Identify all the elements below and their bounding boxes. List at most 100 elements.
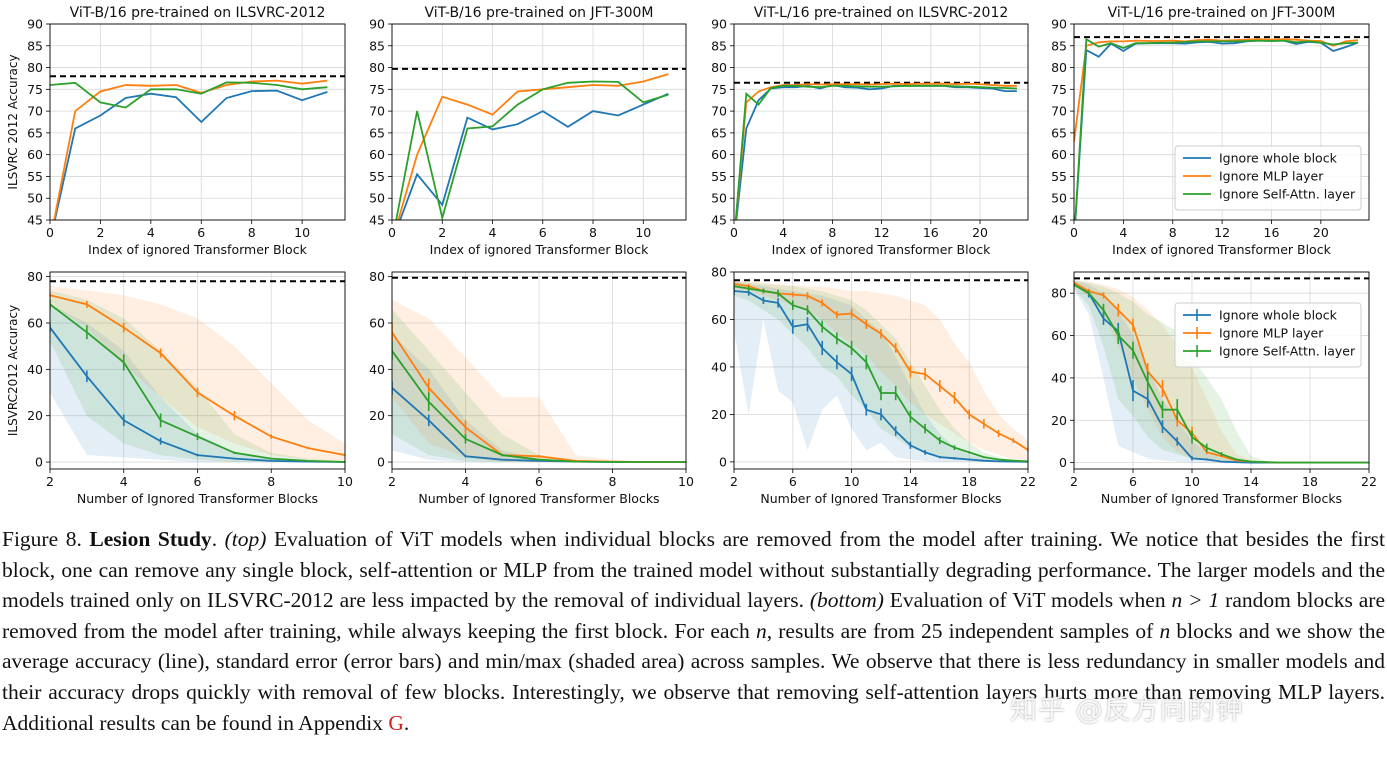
appendix-link[interactable]: G	[388, 710, 404, 735]
figure-caption: Figure 8. Lesion Study. (top) Evaluation…	[2, 524, 1385, 738]
x-tick-label: 4	[1119, 225, 1127, 240]
caption-text: Evaluation of ViT models when individual…	[2, 527, 1386, 613]
x-axis-label: Number of Ignored Transformer Blocks	[760, 491, 1001, 506]
minmax-band	[1074, 280, 1369, 463]
chart-panel-2: 0 2 4 6 8 10 45 50 55 60 65 70 75 80 85 90 ViT-B/16 pre-…	[369, 5, 687, 257]
math-expression: n > 1	[1171, 588, 1220, 613]
x-tick-label: 16	[1264, 225, 1280, 240]
y-tick-label: 20	[369, 408, 385, 423]
x-tick-label: 18	[961, 474, 977, 489]
x-axis-label: Index of ignored Transformer Block	[88, 242, 307, 257]
x-tick-label: 0	[388, 225, 396, 240]
legend-entry: Ignore whole block	[1219, 308, 1338, 323]
series-line	[1074, 39, 1359, 220]
y-tick-label: 70	[711, 104, 727, 119]
y-tick-label: 50	[27, 191, 43, 206]
series-line	[734, 84, 1017, 220]
y-tick-label: 45	[1051, 213, 1067, 228]
x-tick-label: 14	[1243, 474, 1259, 489]
y-tick-label: 75	[369, 82, 385, 97]
x-tick-label: 10	[294, 225, 310, 240]
y-tick-label: 70	[369, 104, 385, 119]
x-tick-label: 10	[1184, 474, 1200, 489]
chart-panel-3: 0 4 8 12 16 20 45 50 55 60 65 70 75 80 85 90 ViT-L/16 pr…	[711, 5, 1029, 257]
plot-frame	[733, 23, 1029, 221]
x-tick-label: 6	[194, 474, 202, 489]
x-tick-label: 8	[248, 225, 256, 240]
y-tick-label: 60	[27, 315, 43, 330]
x-axis-label: Index of ignored Transformer Block	[772, 242, 991, 257]
x-tick-label: 10	[635, 225, 651, 240]
x-axis-label: Number of Ignored Transformer Blocks	[418, 491, 659, 506]
y-tick-label: 80	[711, 265, 727, 280]
series-line	[395, 80, 669, 220]
chart-panel-5: 2 4 6 8 10 0 20 40 60 80 Number of Ignored Transfo…	[6, 269, 353, 506]
caption-text: blocks and we show the average accuracy …	[2, 618, 1386, 735]
y-tick-label: 55	[711, 169, 727, 184]
x-tick-label: 22	[1020, 474, 1036, 489]
caption-text: , results are from 25 independent sample…	[766, 618, 1160, 643]
chart-panel-6: 2 4 6 8 10 0 20 40 60 80 Number of Ignored Transfo…	[369, 269, 694, 506]
chart-panel-7: 2 6 10 14 18 22 0 20 40 60 80 Number of Ignored Tra…	[711, 265, 1036, 507]
y-tick-label: 85	[1051, 38, 1067, 53]
legend: Ignore whole block Ignore MLP layer Ignore…	[1174, 302, 1362, 368]
x-tick-label: 0	[730, 225, 738, 240]
x-tick-label: 2	[438, 225, 446, 240]
y-tick-label: 80	[27, 60, 43, 75]
x-tick-label: 2	[1070, 474, 1078, 489]
y-axis-label: ILSVRC2012 Accuracy	[6, 305, 20, 436]
chart-panel-1: 0 2 4 6 8 10 45 50 55 60 65 70 75 80 85 90 ViT-B/16 pre-…	[6, 5, 346, 257]
x-axis-label: Number of Ignored Transformer Blocks	[1101, 491, 1342, 506]
x-tick-label: 12	[874, 225, 890, 240]
y-tick-label: 40	[711, 359, 727, 374]
x-tick-label: 8	[828, 225, 836, 240]
x-tick-label: 6	[789, 474, 797, 489]
legend-box	[1174, 302, 1362, 368]
plot-area	[734, 81, 1028, 220]
x-tick-label: 8	[1169, 225, 1177, 240]
y-tick-label: 60	[369, 147, 385, 162]
legend-box	[1174, 145, 1362, 211]
x-axis-label: Index of ignored Transformer Block	[1112, 242, 1331, 257]
y-tick-label: 40	[27, 362, 43, 377]
series-line	[50, 81, 328, 109]
x-tick-label: 2	[388, 474, 396, 489]
y-tick-label: 55	[369, 169, 385, 184]
y-tick-label: 80	[1051, 60, 1067, 75]
y-tick-label: 90	[27, 17, 43, 32]
y-tick-label: 0	[1059, 455, 1067, 470]
y-tick-label: 0	[719, 454, 727, 469]
plot-frame	[391, 23, 687, 221]
x-tick-label: 6	[539, 225, 547, 240]
y-tick-label: 80	[369, 269, 385, 284]
y-tick-label: 0	[377, 455, 385, 470]
x-tick-label: 8	[609, 474, 617, 489]
x-tick-label: 4	[489, 225, 497, 240]
y-tick-label: 90	[711, 17, 727, 32]
y-tick-label: 70	[1051, 104, 1067, 119]
caption-text: random blocks are removed from the model…	[2, 588, 1385, 643]
x-tick-label: 6	[197, 225, 205, 240]
x-tick-label: 16	[923, 225, 939, 240]
plot-area	[1074, 277, 1369, 464]
x-tick-label: 4	[120, 474, 128, 489]
legend-entry: Ignore Self-Attn. layer	[1219, 187, 1356, 202]
x-axis-label: Index of ignored Transformer Block	[430, 242, 649, 257]
chart-title: ViT-B/16 pre-trained on ILSVRC-2012	[70, 5, 326, 21]
series-line	[735, 82, 1017, 220]
x-tick-label: 4	[462, 474, 470, 489]
y-tick-label: 80	[1051, 286, 1067, 301]
series-line	[397, 73, 669, 220]
plot-frame	[733, 271, 1029, 470]
y-tick-label: 60	[1051, 147, 1067, 162]
x-tick-label: 4	[147, 225, 155, 240]
y-tick-label: 55	[27, 169, 43, 184]
watermark: 知乎 @反方向的钟	[1010, 695, 1244, 726]
series-line	[1074, 37, 1358, 220]
plot-area	[50, 75, 345, 220]
x-axis-label: Number of Ignored Transformer Blocks	[77, 491, 318, 506]
plot-area	[392, 276, 686, 463]
series-line	[53, 89, 328, 220]
chart-panel-8: 2 6 10 14 18 22 0 20 40 60 80 Number of Ignored Tra…	[1051, 271, 1377, 506]
chart-title: ViT-L/16 pre-trained on JFT-300M	[1108, 5, 1336, 21]
